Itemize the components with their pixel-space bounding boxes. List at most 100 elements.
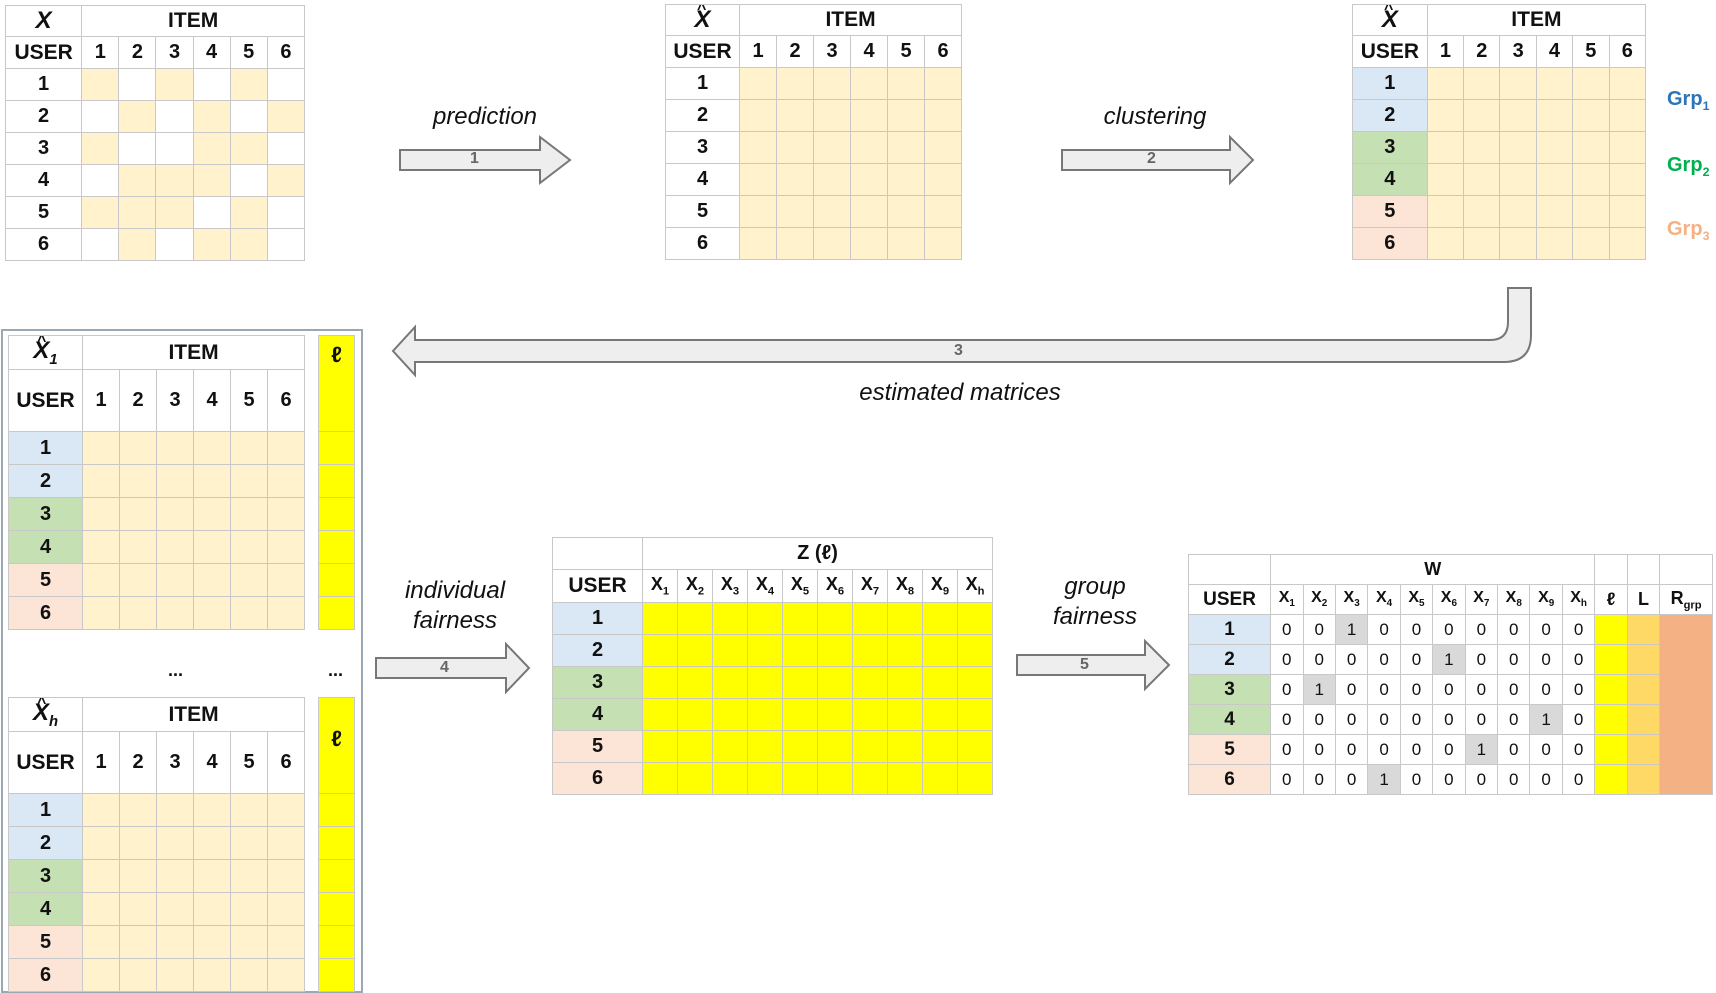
- item-index: 1: [81, 36, 120, 69]
- yellow-cell: [318, 497, 355, 531]
- matrix-cell: [266, 196, 306, 229]
- matrix-cell: [81, 228, 120, 261]
- user-index: 4: [8, 892, 83, 926]
- subscript: h: [977, 585, 985, 598]
- user-index: 4: [1187, 704, 1272, 735]
- user-index: 5: [8, 925, 83, 959]
- yellow-cell: [712, 730, 748, 763]
- w-cell: 0: [1529, 764, 1563, 795]
- subscript: 9: [942, 585, 950, 598]
- text-span: X: [1505, 589, 1517, 607]
- user-index: 1: [665, 67, 740, 100]
- matrix-x-symbol: X: [4, 5, 83, 37]
- user-index: 1: [8, 431, 83, 465]
- matrix-cell: [266, 563, 306, 597]
- matrix-cell: [193, 958, 231, 992]
- ell-cell: [1594, 614, 1628, 645]
- matrix-cell: [156, 563, 194, 597]
- yellow-cell: [677, 762, 713, 795]
- w-cell: 0: [1432, 734, 1466, 765]
- text-span: X: [860, 574, 873, 595]
- user-index: 4: [1352, 163, 1428, 196]
- x-column-header: Xh: [957, 569, 993, 603]
- yellow-cell: [677, 730, 713, 763]
- item-index: 4: [193, 731, 231, 794]
- user-index: 3: [1187, 674, 1272, 705]
- user-header: USER: [8, 731, 83, 794]
- matrix-cell: [923, 67, 963, 100]
- matrix-x-hat-symbol: ^ X: [1352, 4, 1428, 36]
- w-selected-cell: 1: [1367, 764, 1401, 795]
- matrix-x: X ITEM USER 1 2 3 4 5 6 1 2 3 4 5 6: [4, 5, 306, 261]
- yellow-cell: [957, 602, 993, 635]
- matrix-cell: [81, 68, 120, 101]
- matrix-cell: [923, 131, 963, 164]
- table-row: W: [1187, 554, 1713, 585]
- matrix-cell: [739, 131, 777, 164]
- item-index: 4: [850, 35, 888, 68]
- matrix-cell: [230, 892, 268, 926]
- table-row: [318, 530, 355, 564]
- matrix-cell: [887, 67, 925, 100]
- yellow-cell: [747, 762, 783, 795]
- user-index: 5: [1352, 195, 1428, 228]
- item-index: 2: [119, 731, 157, 794]
- ell-header: ℓ: [1594, 584, 1628, 615]
- matrix-cell: [230, 497, 268, 531]
- estimated-matrices-label: estimated matrices: [859, 379, 1061, 406]
- yellow-cell: [318, 793, 355, 827]
- matrix-cell: [82, 892, 120, 926]
- matrix-cell: [192, 100, 231, 133]
- matrix-cell: [230, 530, 268, 564]
- yellow-cell: [712, 666, 748, 699]
- item-header: ITEM: [81, 335, 306, 370]
- table-row: 4: [665, 163, 963, 196]
- subscript: 1: [662, 585, 670, 598]
- table-row: USER 1 2 3 4 5 6: [1352, 35, 1647, 68]
- table-row: ^ X ITEM: [1352, 4, 1647, 36]
- table-row: 1: [665, 67, 963, 100]
- group-3-label: Grp3: [1667, 218, 1709, 243]
- table-row: 1: [552, 602, 993, 635]
- user-index: 5: [665, 195, 740, 228]
- matrix-cell: [850, 163, 888, 196]
- matrix-x-hat: ^ X ITEM USER 1 2 3 4 5 6 1 2 3 4 5 6: [665, 4, 963, 260]
- w-cell: 0: [1399, 674, 1434, 705]
- item-index: 5: [229, 36, 268, 69]
- text-span: X: [790, 574, 803, 595]
- matrix-cell: [850, 131, 888, 164]
- w-selected-cell: 1: [1529, 704, 1563, 735]
- yellow-cell: [887, 762, 923, 795]
- w-cell: 0: [1367, 644, 1401, 675]
- yellow-cell: [318, 596, 355, 630]
- blank-cell: [552, 537, 643, 570]
- table-row: [318, 431, 355, 465]
- text-span: Grp: [1667, 154, 1703, 176]
- matrix-cell: [229, 68, 268, 101]
- matrix-cell: [813, 163, 851, 196]
- yellow-cell: [852, 730, 888, 763]
- yellow-cell: [712, 762, 748, 795]
- item-index: 5: [230, 369, 268, 432]
- matrix-x-hat-h-symbol: ^ Xh: [8, 697, 83, 732]
- L-cell: [1626, 614, 1661, 645]
- matrix-cell: [81, 132, 120, 165]
- subscript: 4: [767, 585, 775, 598]
- table-row: 6: [552, 762, 993, 795]
- matrix-cell: [230, 925, 268, 959]
- matrix-cell: [82, 464, 120, 498]
- L-cell: [1626, 674, 1661, 705]
- yellow-cell: [817, 762, 853, 795]
- matrix-cell: [776, 195, 814, 228]
- matrix-cell: [193, 497, 231, 531]
- group-1-label: Grp1: [1667, 88, 1709, 113]
- arrow-3-number: 3: [954, 342, 963, 359]
- arrow-1: [399, 134, 572, 186]
- matrix-cell: [739, 227, 777, 260]
- matrix-cell: [82, 497, 120, 531]
- item-index: 5: [1572, 35, 1610, 68]
- x-column-header: X2: [1302, 584, 1336, 615]
- table-row: [318, 793, 355, 827]
- x-hat-letter: X: [694, 6, 711, 33]
